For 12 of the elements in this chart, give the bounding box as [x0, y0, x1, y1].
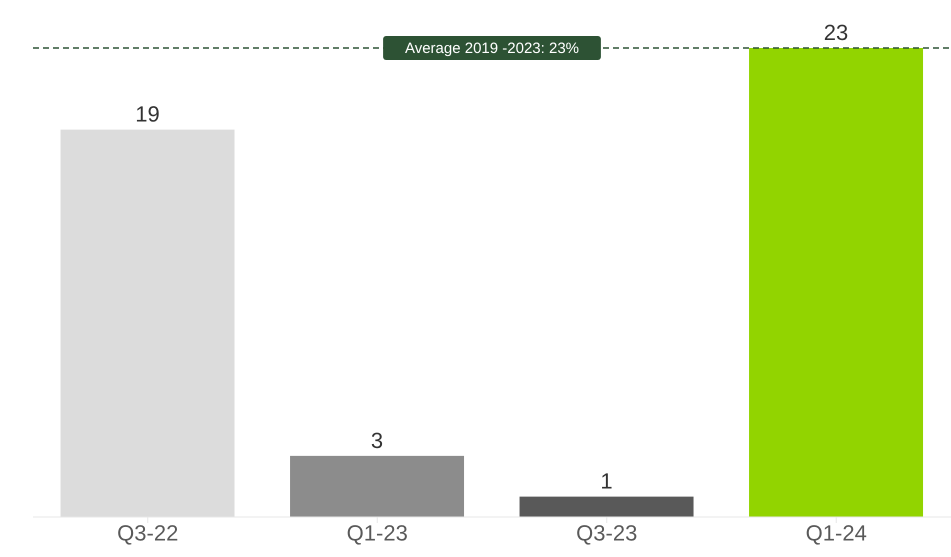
- ref-line-label: Average 2019 -2023: 23%: [404, 40, 580, 57]
- bar: [749, 48, 924, 517]
- data-label: 23: [824, 20, 848, 45]
- bar: [520, 496, 694, 517]
- data-label: 19: [135, 102, 160, 127]
- x-tick-label: Q1-24: [806, 520, 867, 546]
- data-label: 1: [600, 468, 613, 494]
- bar: [290, 456, 464, 517]
- x-tick-label: Q3-22: [117, 520, 178, 546]
- x-tick-label: Q3-23: [576, 520, 638, 546]
- data-label: 3: [370, 428, 384, 453]
- x-tick-label: Q1-23: [346, 520, 408, 546]
